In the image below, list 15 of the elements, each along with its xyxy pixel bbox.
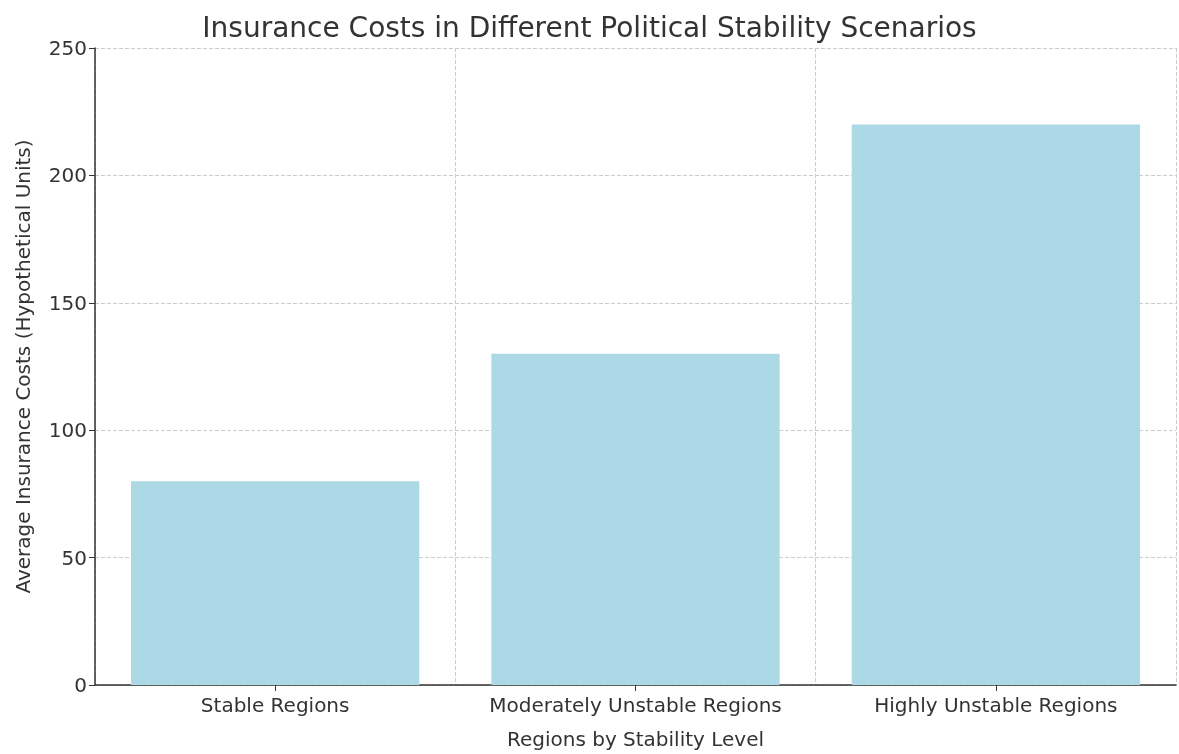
y-tick-label: 250: [48, 36, 87, 60]
chart-title: Insurance Costs in Different Political Stability Scenarios: [202, 10, 977, 44]
y-tick-label: 150: [48, 290, 87, 315]
y-tick-label: 200: [48, 163, 87, 188]
bar: [851, 124, 1140, 685]
y-tick-label: 0: [74, 673, 87, 697]
bar: [491, 353, 780, 685]
y-axis-title: Average Insurance Costs (Hypothetical Units): [11, 139, 35, 594]
y-tick-label: 100: [48, 418, 87, 443]
x-tick-label: Stable Regions: [200, 693, 350, 717]
x-axis-title: Regions by Stability Level: [506, 727, 765, 751]
x-tick-label: Moderately Unstable Regions: [489, 693, 782, 717]
y-tick-label: 50: [61, 545, 87, 570]
x-tick-label: Highly Unstable Regions: [874, 693, 1118, 717]
bar: [131, 481, 420, 685]
